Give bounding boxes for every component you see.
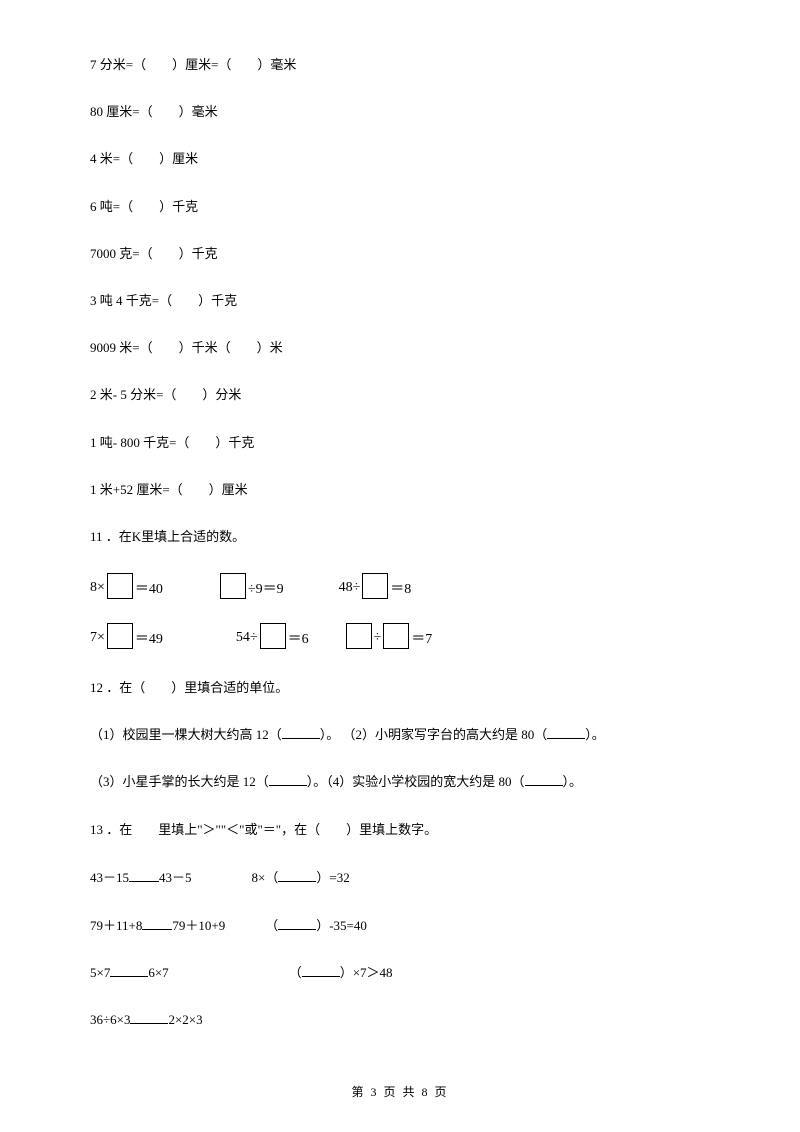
fill-blank <box>525 773 563 786</box>
question-line: 6 吨=（ ）千克 <box>90 198 710 216</box>
text: ）。（4）实验小学校园的宽大约是 80（ <box>307 774 525 789</box>
text: ）。 <box>563 774 583 789</box>
question-title: 12 ．在（ ）里填合适的单位。 <box>90 679 710 697</box>
worksheet-content: 7 分米=（ ）厘米=（ ）毫米 80 厘米=（ ）毫米 4 米=（ ）厘米 6… <box>0 0 800 1099</box>
text: ）。 <box>585 727 605 742</box>
equation: 7× ＝49 <box>90 625 163 651</box>
eq-text: 48÷ <box>339 580 361 596</box>
text: 36÷6×3 <box>90 1012 130 1027</box>
text: （ <box>289 965 302 980</box>
eq-text: 7× <box>90 630 105 646</box>
equation-row: 8× ＝40 ÷9＝9 48÷ ＝8 <box>90 575 710 601</box>
page-footer: 第 3 页 共 8 页 <box>0 1083 800 1100</box>
fill-blank <box>547 726 585 739</box>
text: ）×7＞48 <box>340 965 393 980</box>
text: ）。 （2）小明家写字台的高大约是 80（ <box>320 727 548 742</box>
text: ）=32 <box>316 870 349 885</box>
fill-box <box>220 573 246 599</box>
text: 2×2×3 <box>168 1012 202 1027</box>
question-subline: 36÷6×3 2×2×3 <box>90 1011 710 1029</box>
fill-box <box>107 623 133 649</box>
fill-blank <box>278 869 316 882</box>
question-line: 7000 克=（ ）千克 <box>90 245 710 263</box>
question-subline: 43－15 43－5 8×（ ）=32 <box>90 868 710 887</box>
text: ）-35=40 <box>316 918 367 933</box>
question-line: 3 吨 4 千克=（ ）千克 <box>90 292 710 310</box>
question-line: 2 米- 5 分米=（ ）分米 <box>90 386 710 404</box>
eq-text: ＝8 <box>390 578 411 598</box>
fill-blank <box>110 964 148 977</box>
equation: ÷ ＝7 <box>344 625 433 651</box>
eq-text: ＝40 <box>135 578 163 598</box>
fill-box <box>107 573 133 599</box>
text: 5×7 <box>90 965 110 980</box>
question-subline: （3）小星手掌的长大约是 12（ ）。（4）实验小学校园的宽大约是 80（ ）。 <box>90 773 710 791</box>
fill-box <box>383 623 409 649</box>
text: （3）小星手掌的长大约是 12（ <box>90 774 269 789</box>
text: 79＋11+8 <box>90 918 142 933</box>
equation-row: 7× ＝49 54÷ ＝6 ÷ ＝7 <box>90 625 710 651</box>
fill-box <box>362 573 388 599</box>
eq-text: ÷ <box>374 630 382 646</box>
text: 43－5 <box>159 870 192 885</box>
text: （1）校园里一棵大树大约高 12（ <box>90 727 282 742</box>
question-subline: 79＋11+8 79＋10+9 （ ）-35=40 <box>90 916 710 935</box>
fill-blank <box>129 868 159 882</box>
eq-text: ＝6 <box>288 628 309 648</box>
question-line: 9009 米=（ ）千米（ ）米 <box>90 339 710 357</box>
fill-blank <box>302 964 340 977</box>
fill-box <box>260 623 286 649</box>
fill-blank <box>282 726 320 739</box>
equation: ÷9＝9 <box>218 575 284 601</box>
text: 79＋10+9 <box>172 918 225 933</box>
fill-box <box>346 623 372 649</box>
question-line: 1 吨- 800 千克=（ ）千克 <box>90 434 710 452</box>
fill-blank <box>269 773 307 786</box>
question-line: 4 米=（ ）厘米 <box>90 150 710 168</box>
question-subline: （1）校园里一棵大树大约高 12（ ）。 （2）小明家写字台的高大约是 80（ ）。 <box>90 726 710 744</box>
equation: 8× ＝40 <box>90 575 163 601</box>
question-line: 7 分米=（ ）厘米=（ ）毫米 <box>90 56 710 74</box>
question-title: 11 ．在Κ里填上合适的数。 <box>90 528 710 546</box>
eq-text: ÷9＝9 <box>248 578 284 598</box>
equation: 54÷ ＝6 <box>236 625 309 651</box>
text: 8×（ <box>252 870 279 885</box>
question-subline: 5×7 6×7 （ ）×7＞48 <box>90 964 710 982</box>
text: 43－15 <box>90 870 129 885</box>
fill-blank <box>130 1011 168 1024</box>
text: 6×7 <box>148 965 168 980</box>
eq-text: ＝49 <box>135 628 163 648</box>
text: （ <box>265 918 278 933</box>
eq-text: ＝7 <box>411 628 432 648</box>
question-line: 1 米+52 厘米=（ ）厘米 <box>90 481 710 499</box>
fill-blank <box>142 916 172 930</box>
fill-blank <box>278 917 316 930</box>
eq-text: 54÷ <box>236 630 258 646</box>
eq-text: 8× <box>90 580 105 596</box>
question-title: 13 ．在 里填上"＞""＜"或"＝"，在（ ）里填上数字。 <box>90 821 710 839</box>
question-line: 80 厘米=（ ）毫米 <box>90 103 710 121</box>
equation: 48÷ ＝8 <box>339 575 412 601</box>
